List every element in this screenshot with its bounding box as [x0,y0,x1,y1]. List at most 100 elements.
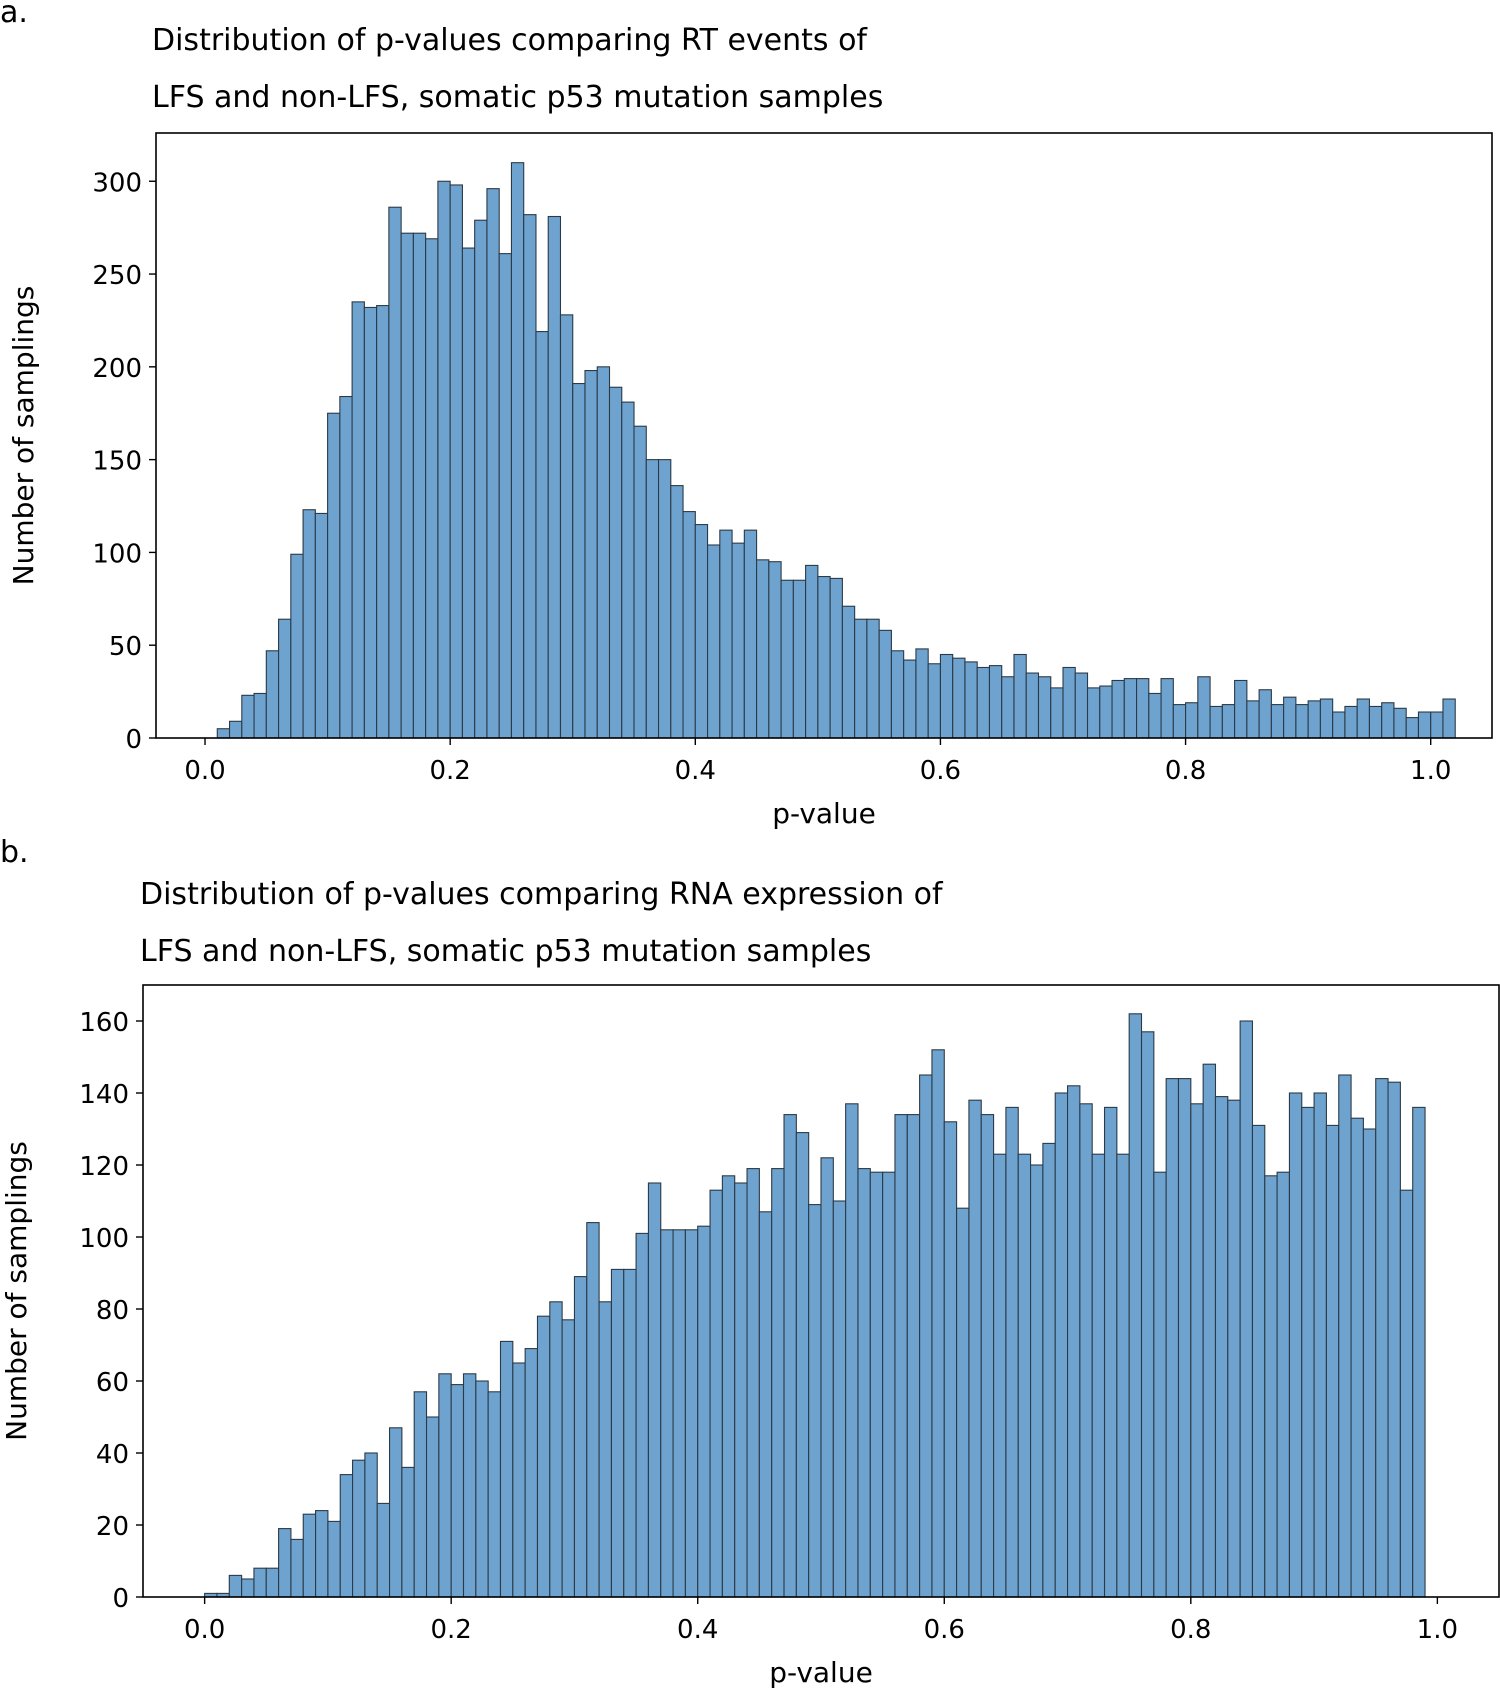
bar [510,162,525,739]
bar [719,529,733,739]
bar [265,1567,280,1598]
bar [1276,1171,1290,1598]
bar [1079,1103,1093,1598]
bar [1202,1063,1217,1598]
bar [425,1416,440,1598]
bar [1264,1175,1278,1598]
bar [1430,711,1444,739]
bar [697,1225,711,1598]
panel-a: a. Distribution of p-values comparing RT… [0,0,1493,830]
bar [1288,1092,1303,1598]
bar [805,564,819,739]
bar [1227,1099,1241,1598]
bar [756,559,770,739]
bar [327,412,341,739]
bar [780,579,794,739]
bar [854,618,868,739]
bar [1042,1142,1056,1598]
x-axis-label-b: p-value [769,1656,873,1689]
bar [1128,1013,1143,1598]
bar [1381,702,1395,739]
bar [1270,704,1285,739]
bar [845,1103,859,1598]
bar [549,1301,563,1598]
bar [1239,1020,1254,1598]
chart-title-b-line1: Distribution of p-values comparing RNA e… [140,877,944,912]
panel-label-b: b. [0,835,29,870]
bar [623,1268,637,1598]
bar [1214,1096,1229,1598]
bar [943,1121,958,1598]
bar [561,1319,576,1598]
bar [608,386,623,739]
bars-b [204,1013,1426,1598]
bar [993,1153,1007,1598]
bar [1123,678,1138,739]
bar [1258,689,1272,739]
bar [413,1391,428,1598]
bar [956,1207,970,1598]
bar [364,1452,378,1598]
bar [1099,685,1113,739]
y-tick-label: 20 [96,1512,129,1542]
bar [952,657,966,739]
bar [1165,1078,1180,1598]
bar [731,542,745,739]
y-tick-label: 150 [92,447,142,477]
bar [734,1182,748,1598]
bar [400,232,414,739]
bar [1177,1078,1192,1598]
bar [927,663,941,739]
bar [878,629,892,739]
bar [1234,679,1248,739]
y-tick-label: 300 [92,168,142,198]
bar [817,575,831,739]
x-tick-label: 0.8 [1170,1615,1211,1645]
bar [919,1074,933,1598]
bar [253,692,267,739]
x-axis-label-a: p-value [772,797,876,830]
bar [573,1276,588,1598]
bar [524,1348,539,1598]
bar [1030,1164,1044,1598]
bar [903,659,917,739]
bar [672,1229,686,1598]
bar [1387,1081,1401,1598]
bar [694,524,709,739]
bar [633,425,647,739]
y-tick-label: 50 [109,632,142,662]
bar [339,1474,354,1598]
y-tick-label: 120 [79,1152,129,1182]
bar [931,1049,945,1598]
chart-title-b-line2: LFS and non-LFS, somatic p53 mutation sa… [140,934,871,969]
bar [216,728,231,739]
bar [401,1466,415,1598]
bar [1001,676,1015,739]
bar [1140,1031,1155,1598]
bar [1111,679,1125,739]
bar [241,1578,255,1598]
x-tick-label: 1.0 [1417,1615,1458,1645]
bar [1301,1106,1315,1598]
bar [1037,676,1052,739]
bar [1025,672,1040,739]
bar [351,301,365,739]
bar [1246,700,1260,739]
bar [1350,1117,1364,1598]
bar [1017,1153,1032,1598]
bar [1412,1106,1426,1598]
bar [964,661,978,739]
bar [241,694,255,739]
bar [783,1114,797,1598]
bar [1153,1171,1167,1598]
bar [1356,698,1370,739]
bar [1172,704,1187,739]
bar [1417,711,1432,739]
bar [980,1114,995,1598]
bar [584,369,598,739]
bar [1103,1106,1118,1598]
bar [1393,707,1407,739]
bar [1251,1124,1266,1598]
y-tick-label: 160 [79,1008,129,1038]
bar [829,577,843,739]
